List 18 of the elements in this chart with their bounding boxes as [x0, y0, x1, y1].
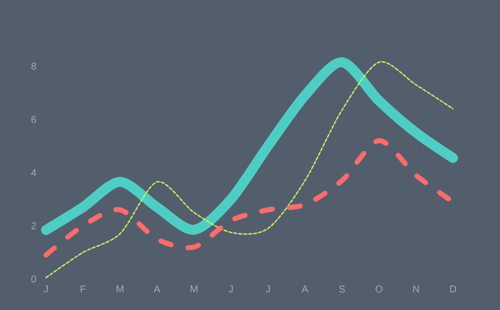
y-tick-label: 4 — [31, 169, 36, 176]
x-tick-label: D — [450, 286, 456, 292]
x-tick-label: O — [376, 286, 382, 293]
x-tick-label: F — [80, 286, 86, 292]
x-tick-label: M — [190, 286, 198, 292]
x-tick-label: N — [413, 286, 419, 292]
x-tick-label: J — [266, 286, 270, 292]
x-tick-label: J — [44, 286, 48, 292]
y-tick-label: 8 — [31, 62, 36, 70]
y-tick-label: 6 — [31, 116, 36, 123]
x-tick-label: J — [228, 286, 233, 292]
x-tick-label: A — [154, 286, 160, 292]
line-series — [45, 61, 454, 278]
y-tick-label: 2 — [31, 222, 36, 230]
x-tick-label: A — [302, 286, 308, 292]
y-tick-label: 0 — [31, 275, 36, 283]
x-tick-label: M — [116, 286, 124, 292]
x-tick-label: S — [339, 286, 345, 293]
